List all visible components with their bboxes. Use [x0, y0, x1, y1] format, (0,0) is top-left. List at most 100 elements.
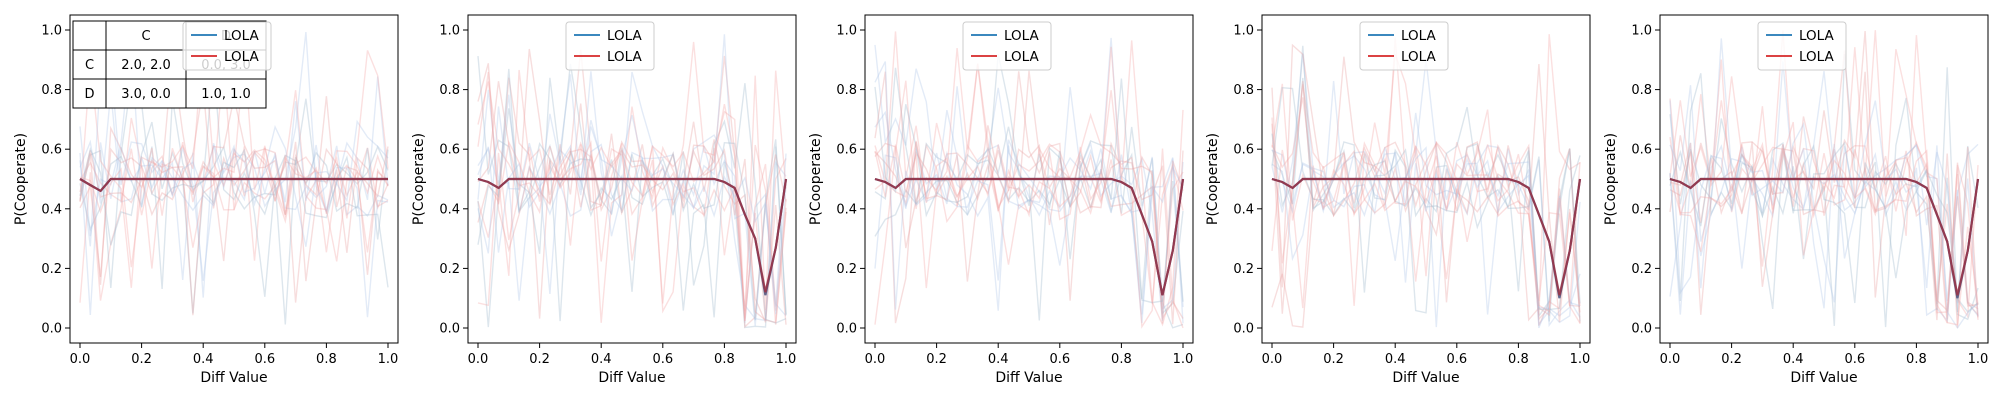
y-tick-label: 0.6: [1233, 143, 1254, 158]
subplot-2: 0.0 0.2 0.4 0.6 0.8 1.0 0.0 0.2 0.4 0.6 0.8 1.0 Diff…: [411, 14, 797, 386]
legend-label: LOLA: [607, 49, 642, 65]
table-cell: [105, 49, 187, 80]
trial-line: [477, 71, 787, 315]
y-tick-label: 0.4: [1631, 202, 1652, 217]
legend: LOLA LOLA: [1757, 21, 1847, 71]
trial-line: [79, 56, 389, 303]
x-tick-label: 0.0: [1262, 352, 1283, 367]
trial-line: [477, 143, 787, 323]
trial-line: [874, 67, 1184, 315]
y-tick-label: 0.0: [439, 322, 460, 337]
x-axis-label: Diff Value: [200, 370, 267, 386]
trial-line: [1271, 149, 1581, 313]
trial-line: [477, 103, 787, 321]
y-tick-label: 1.0: [836, 24, 857, 39]
table-cell-text: C: [141, 29, 150, 44]
table-cell-text: 3.0, 0.0: [121, 87, 171, 102]
trial-line: [1669, 141, 1979, 313]
trial-line: [1271, 45, 1581, 311]
trial-line: [1271, 152, 1581, 329]
y-tick-label: 1.0: [1631, 24, 1652, 39]
trial-line: [1669, 38, 1979, 323]
y-tick-label: 0.8: [1233, 83, 1254, 98]
trial-line: [1669, 73, 1979, 312]
axes-frame: [864, 14, 1194, 344]
trial-line: [1669, 61, 1979, 317]
y-tick-label: 0.6: [439, 143, 460, 158]
y-tick-label: 0.2: [439, 262, 460, 277]
table-cell-text: D: [84, 87, 94, 102]
trial-line: [874, 37, 1184, 311]
x-axis-label: Diff Value: [1790, 370, 1857, 386]
y-tick-label: 0.6: [836, 143, 857, 158]
legend-label: LOLA: [1799, 49, 1834, 65]
trial-line: [79, 59, 389, 303]
trial-line: [79, 85, 389, 282]
trial-line: [477, 63, 787, 328]
axes-frame: [69, 14, 399, 344]
y-axis-label: P(Cooperate): [1205, 133, 1221, 225]
trial-line: [477, 63, 787, 324]
y-tick-label: 0.8: [439, 83, 460, 98]
trial-line: [874, 53, 1184, 329]
x-tick-label: 0.8: [714, 352, 735, 367]
trial-line: [1271, 83, 1581, 326]
trial-line: [79, 91, 389, 281]
y-tick-label: 0.8: [836, 83, 857, 98]
x-axis-label: Diff Value: [995, 370, 1062, 386]
trial-line: [79, 50, 389, 268]
y-tick-label: 0.2: [41, 262, 62, 277]
trial-line: [874, 40, 1184, 327]
trial-line: [1669, 30, 1979, 320]
axes-frame: [1261, 14, 1591, 344]
axes-frame: [467, 14, 797, 344]
y-tick-label: 0.2: [1631, 262, 1652, 277]
x-tick-label: 0.2: [529, 352, 550, 367]
trial-line: [1669, 100, 1979, 330]
trial-line: [1271, 53, 1581, 327]
trial-line: [1669, 35, 1979, 326]
trial-lines: [477, 34, 787, 329]
series-line-lola-2: [1669, 177, 1980, 296]
trial-line: [874, 71, 1184, 325]
x-tick-label: 0.6: [1446, 352, 1467, 367]
y-tick-label: 1.0: [1233, 24, 1254, 39]
x-tick-label: 0.6: [254, 352, 275, 367]
trial-line: [79, 32, 389, 316]
trial-line: [1271, 141, 1581, 328]
legend-label: LOLA: [607, 28, 642, 44]
trial-line: [477, 56, 787, 329]
legend-label: LOLA: [1401, 28, 1436, 44]
series-line-lola-2: [874, 177, 1185, 296]
axes-frame: [1659, 14, 1989, 344]
trial-line: [1271, 53, 1581, 324]
x-tick-label: 0.0: [1660, 352, 1681, 367]
table-cell: [72, 49, 107, 80]
x-tick-label: 0.4: [1783, 352, 1804, 367]
table-cell-text: 2.0, 2.0: [121, 58, 171, 73]
x-tick-label: 0.8: [1906, 352, 1927, 367]
trial-line: [477, 49, 787, 325]
trial-line: [79, 141, 389, 253]
trial-line: [874, 112, 1184, 304]
y-tick-label: 1.0: [41, 24, 62, 39]
trial-line: [1271, 34, 1581, 316]
trial-line: [1271, 86, 1581, 322]
x-tick-label: 0.8: [1111, 352, 1132, 367]
x-tick-label: 0.2: [1323, 352, 1344, 367]
x-tick-label: 0.0: [70, 352, 91, 367]
x-tick-label: 0.2: [926, 352, 947, 367]
x-tick-label: 0.2: [1721, 352, 1742, 367]
y-tick-label: 0.8: [41, 83, 62, 98]
trial-line: [874, 86, 1184, 322]
trial-line: [477, 34, 787, 326]
trial-line: [79, 63, 389, 290]
trial-line: [1669, 59, 1979, 319]
y-axis-label: P(Cooperate): [13, 133, 29, 225]
trial-line: [477, 89, 787, 322]
trial-line: [1669, 30, 1979, 320]
x-axis-label: Diff Value: [1392, 370, 1459, 386]
trial-lines: [874, 31, 1184, 329]
x-tick-label: 0.6: [1049, 352, 1070, 367]
subplot-5: 0.0 0.2 0.4 0.6 0.8 1.0 0.0 0.2 0.4 0.6 0.8 1.0 Diff…: [1603, 14, 1989, 386]
